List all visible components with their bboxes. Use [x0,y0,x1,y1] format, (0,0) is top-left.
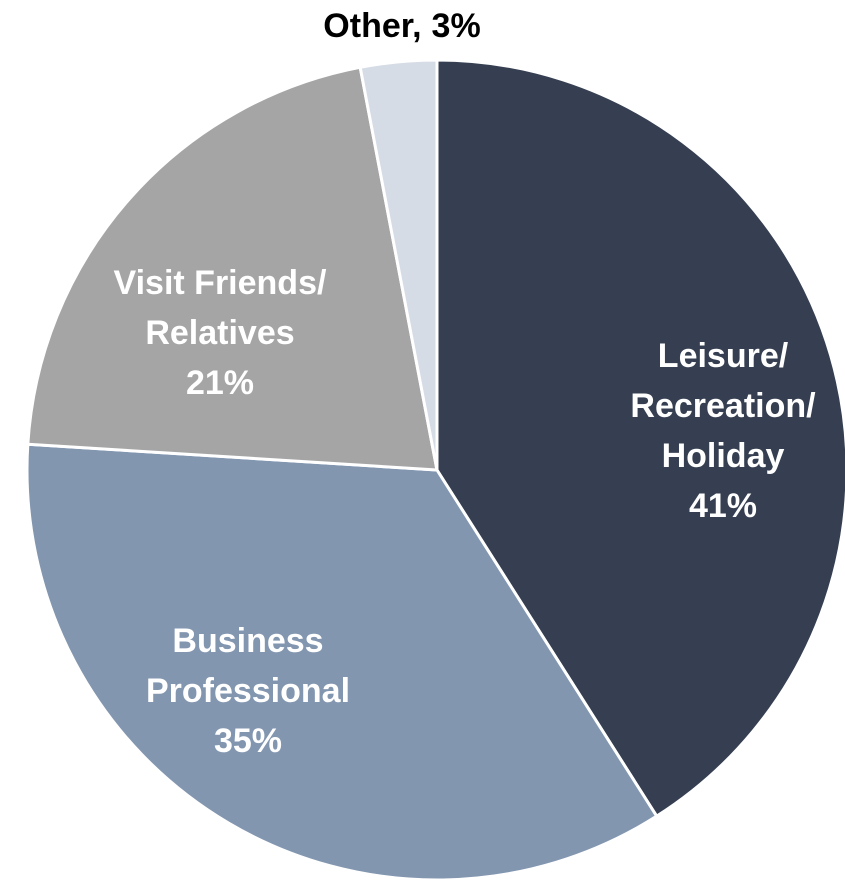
data-label: Leisure/Recreation/Holiday 41% [630,337,816,525]
data-label: Business Professional 35% [146,622,350,760]
pie-slice [25,442,659,882]
category-label: Business [172,622,323,660]
value-label: 3% [432,7,481,45]
category-label: Relatives [145,314,294,352]
pie-slice [358,58,439,471]
category-label: Visit Friends/ [114,264,327,302]
value-label: 21% [186,364,254,402]
value-label: 41% [689,487,757,525]
category-label: Recreation/ [630,387,816,425]
data-label: Other, 3% [323,7,480,45]
category-label: Holiday [662,437,785,475]
pie-slice [435,58,845,819]
category-label: Professional [146,672,350,710]
value-label: 35% [214,722,282,760]
data-label: Visit Friends/Relatives 21% [114,264,327,402]
category-label: Other, [323,7,421,45]
pie-slice [26,65,439,472]
category-label: Leisure/ [658,337,789,375]
